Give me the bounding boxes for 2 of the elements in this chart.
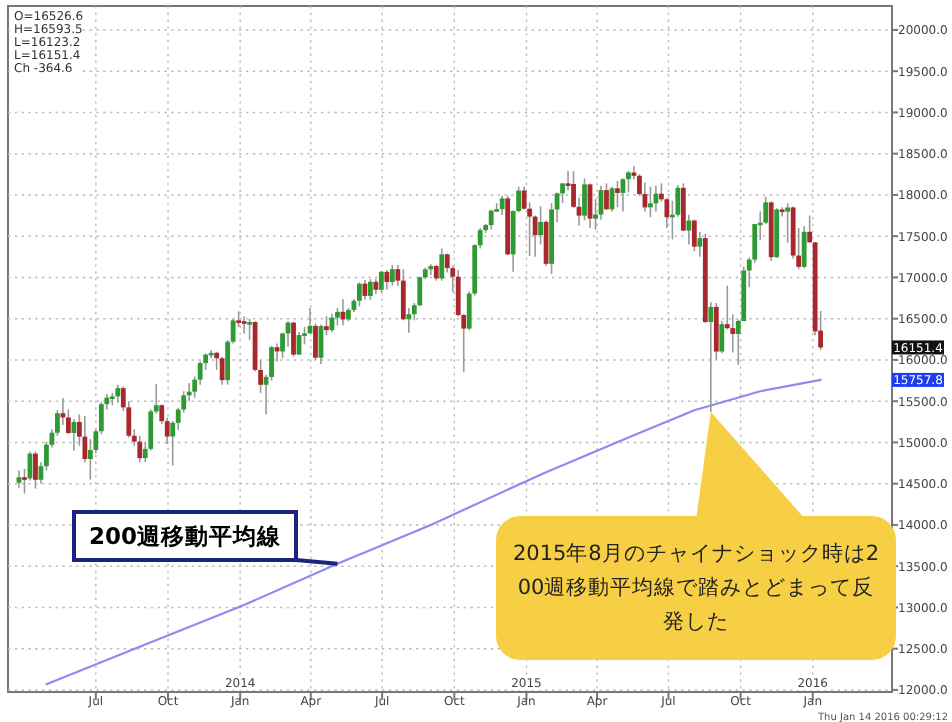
series-label: 200週移動平均線: [88, 522, 283, 550]
annotation: 2015年8月のチャイナショック時は200週移動平均線で踏みとどまって反発した: [512, 540, 880, 634]
